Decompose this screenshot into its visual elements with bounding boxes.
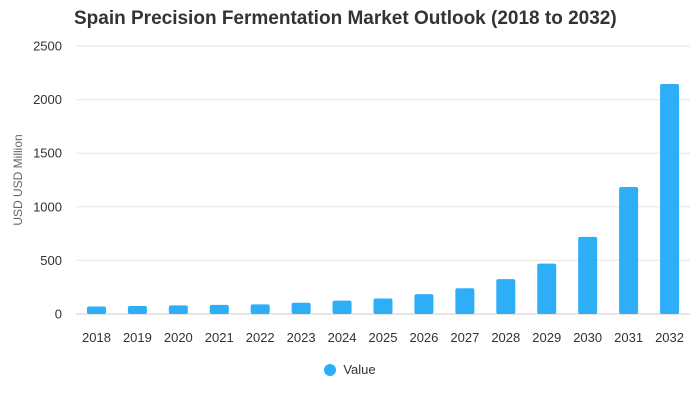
bar-2023[interactable] xyxy=(291,302,311,314)
bar-2029[interactable] xyxy=(537,263,557,314)
y-tick-label: 1000 xyxy=(33,199,62,214)
x-tick-label: 2031 xyxy=(614,330,643,345)
bar-2027[interactable] xyxy=(455,288,475,314)
x-tick-label: 2020 xyxy=(164,330,193,345)
x-tick-label: 2027 xyxy=(450,330,479,345)
x-tick-label: 2030 xyxy=(573,330,602,345)
y-axis-ticks: 0 500 1000 1500 2000 2500 xyxy=(33,39,62,322)
x-tick-label: 2032 xyxy=(655,330,684,345)
x-tick-label: 2024 xyxy=(328,330,357,345)
bar-2019[interactable] xyxy=(127,305,147,314)
bar-2028[interactable] xyxy=(496,279,516,314)
legend-swatch xyxy=(324,363,337,376)
bar-2030[interactable] xyxy=(578,236,598,314)
x-tick-label: 2022 xyxy=(246,330,275,345)
bar-2026[interactable] xyxy=(414,294,434,314)
x-axis-ticks: 2018 2019 2020 2021 2022 2023 2024 2025 2026 2027… xyxy=(82,330,684,345)
bar-2022[interactable] xyxy=(250,304,270,314)
chart-title: Spain Precision Fermentation Market Outl… xyxy=(74,8,617,29)
y-tick-label: 500 xyxy=(40,253,62,268)
legend-label: Value xyxy=(343,362,376,377)
bar-2018[interactable] xyxy=(86,306,106,314)
x-tick-label: 2026 xyxy=(409,330,438,345)
y-axis-title: USD USD Million xyxy=(11,134,25,225)
x-tick-label: 2021 xyxy=(205,330,234,345)
bar-2031[interactable] xyxy=(619,186,639,314)
bar-2032[interactable] xyxy=(660,84,680,314)
y-tick-label: 2500 xyxy=(33,39,62,54)
y-tick-label: 0 xyxy=(55,307,62,322)
bar-2020[interactable] xyxy=(168,305,188,314)
bar-2024[interactable] xyxy=(332,300,352,314)
x-tick-label: 2018 xyxy=(82,330,111,345)
bar-series xyxy=(86,84,680,314)
x-tick-label: 2019 xyxy=(123,330,152,345)
x-tick-label: 2029 xyxy=(532,330,561,345)
y-tick-label: 2000 xyxy=(33,92,62,107)
legend: Value xyxy=(0,362,700,377)
bar-2021[interactable] xyxy=(209,304,229,314)
grid-lines xyxy=(76,45,690,315)
y-tick-label: 1500 xyxy=(33,146,62,161)
x-tick-label: 2028 xyxy=(491,330,520,345)
x-tick-label: 2025 xyxy=(369,330,398,345)
x-tick-label: 2023 xyxy=(287,330,316,345)
bar-2025[interactable] xyxy=(373,298,393,314)
